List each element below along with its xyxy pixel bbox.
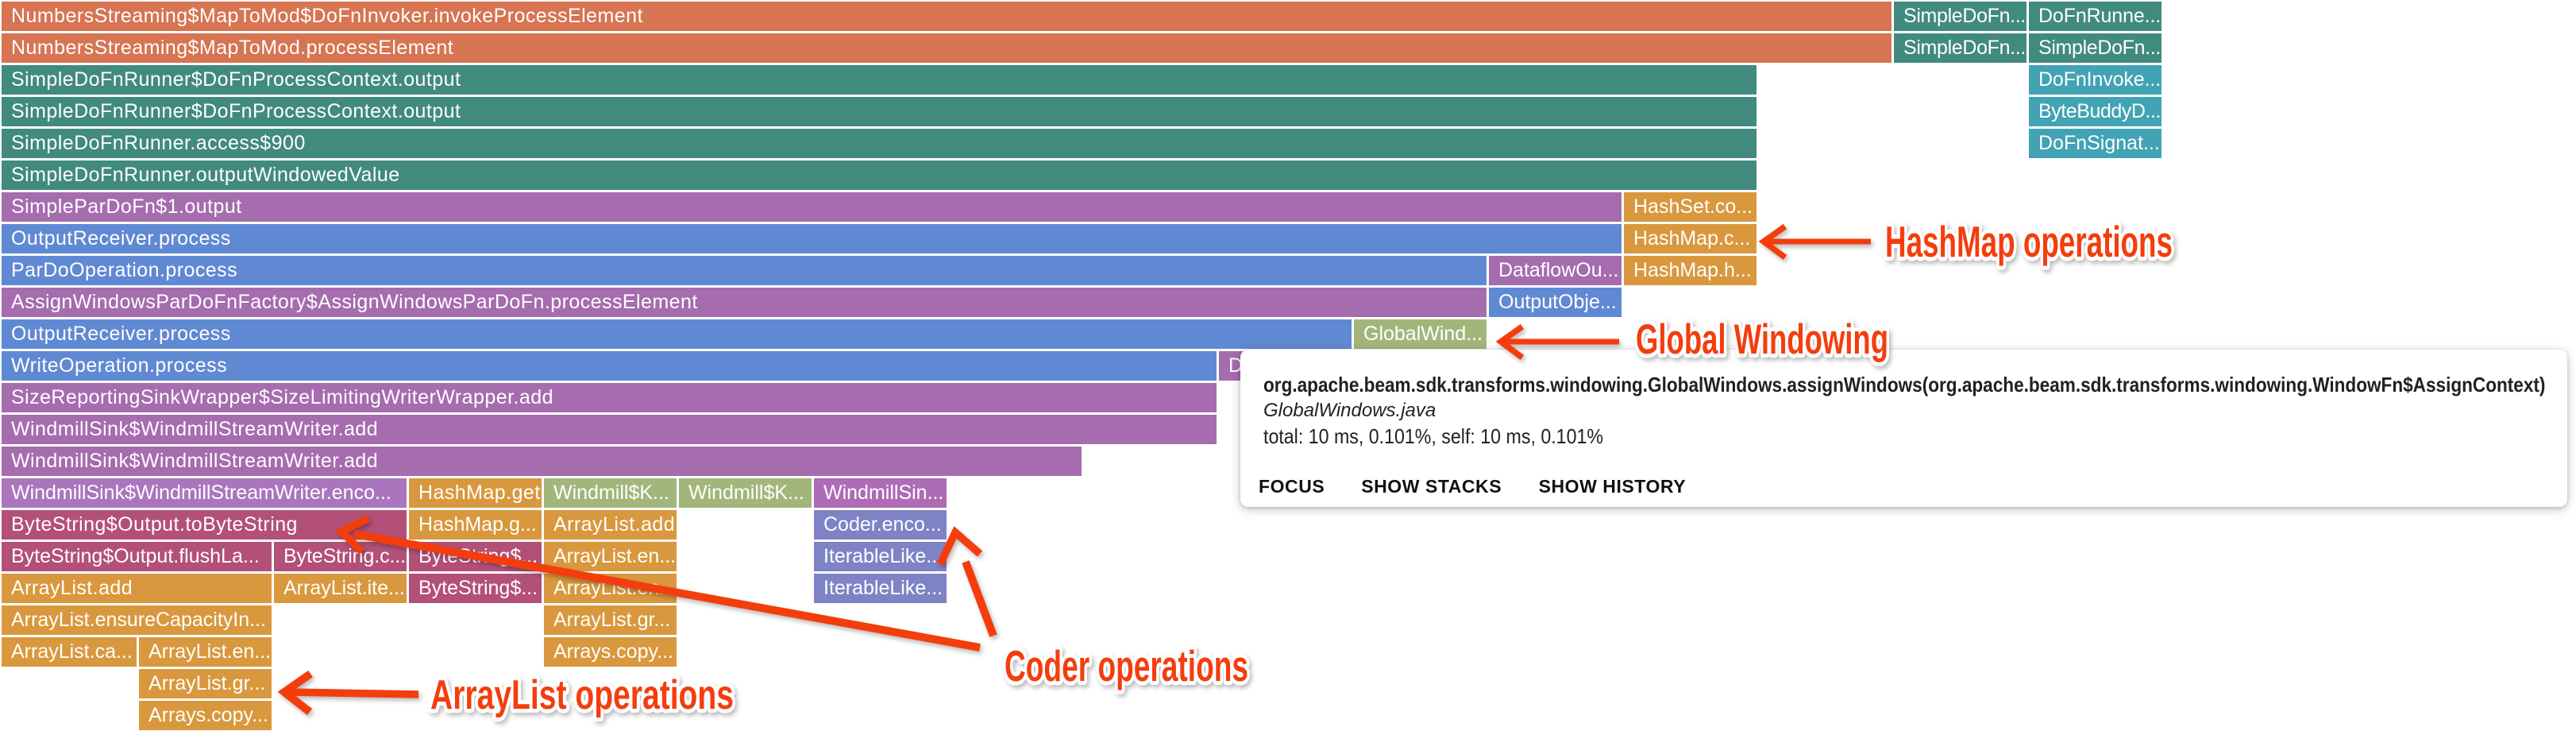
svg-text:ArrayList operations: ArrayList operations [430, 672, 734, 718]
svg-text:Global Windowing: Global Windowing [1636, 316, 1888, 363]
svg-text:Coder operations: Coder operations [1005, 641, 1248, 690]
svg-text:HashMap operations: HashMap operations [1885, 217, 2173, 266]
